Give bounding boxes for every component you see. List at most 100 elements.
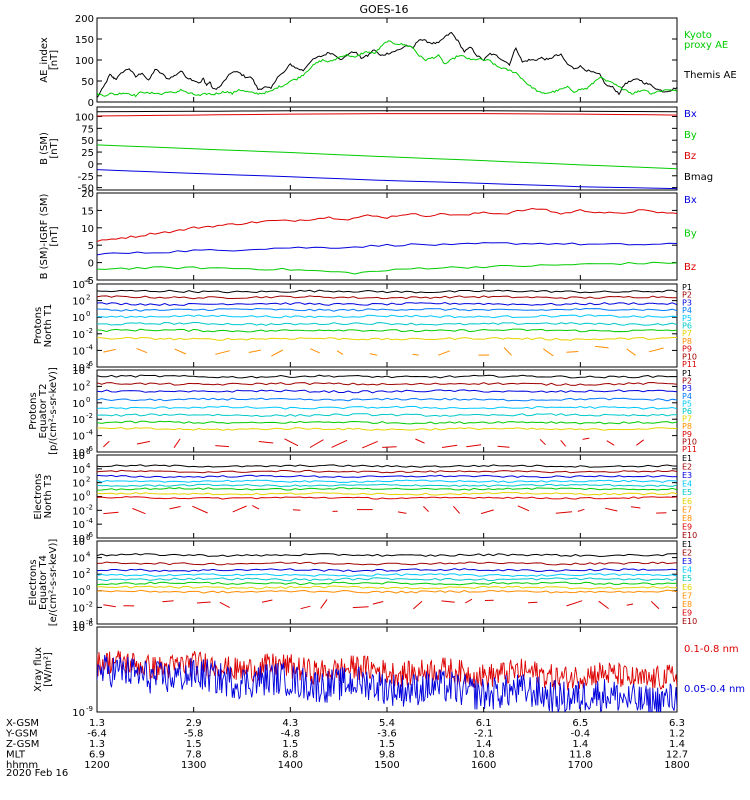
- xaxis-value: 1600: [471, 760, 496, 771]
- ytick-label: 20: [81, 189, 94, 200]
- ytick-label: 10: [72, 587, 85, 598]
- channel-line: [97, 581, 677, 586]
- legend-entry: E2: [682, 549, 692, 558]
- ytick-label: 100: [75, 56, 94, 67]
- ytick-label: 0: [88, 160, 94, 171]
- ylabel-line: B (SM): [39, 132, 50, 165]
- xaxis-value: 1.3: [89, 718, 105, 729]
- series-line: [97, 261, 677, 275]
- ytick-label: 75: [81, 124, 94, 135]
- legend-entry: Bx: [684, 195, 697, 206]
- channel-line: [97, 381, 677, 386]
- channel-line: [97, 561, 677, 566]
- sparse-segment: [103, 511, 119, 515]
- legend-entry: P11: [682, 445, 697, 454]
- sparse-segment: [413, 600, 423, 610]
- channel-line: [97, 464, 677, 468]
- ytick-exponent: 4: [86, 462, 91, 470]
- sparse-segment: [248, 349, 261, 353]
- sparse-segment: [480, 509, 494, 515]
- xaxis-value: 2.9: [186, 718, 202, 729]
- sparse-segment: [598, 600, 609, 610]
- legend-entry: 0.05-0.4 nm: [684, 684, 745, 695]
- xaxis-value: 1.3: [89, 739, 105, 750]
- sparse-segment: [169, 506, 181, 510]
- channel-line: [97, 420, 677, 425]
- panel-bdiff: -5 0 5 10 15 20 B (SM)-IGRF (SM) [nT] Bx By Bz: [39, 189, 697, 287]
- legend-entry: E5: [682, 574, 692, 583]
- channel-line: [97, 585, 677, 590]
- channel-line: [97, 426, 677, 431]
- legend-entry: E9: [682, 608, 692, 617]
- xaxis-value: 6.5: [572, 718, 588, 729]
- sparse-segment: [465, 598, 473, 604]
- sparse-segment: [136, 347, 148, 354]
- ytick-label: 10: [81, 224, 94, 235]
- legend-entry: P5: [682, 314, 692, 323]
- sparse-segment: [103, 348, 116, 353]
- ylabel-line: North T3: [43, 475, 54, 519]
- ytick-exponent: -2: [86, 412, 93, 420]
- channel-line: [97, 479, 677, 483]
- xaxis-value: 1.5: [379, 739, 395, 750]
- legend-entry: P4: [682, 392, 692, 401]
- ylabel-line: AE_index: [39, 37, 50, 83]
- sparse-segment: [503, 347, 512, 356]
- ylabel-line: [nT]: [49, 50, 60, 70]
- channel-line: [97, 496, 677, 500]
- sparse-segment: [331, 439, 348, 448]
- sparse-segment: [466, 444, 482, 448]
- sparse-segment: [577, 508, 585, 512]
- ylabel-line: Equator T2: [38, 384, 49, 439]
- ytick-label: 10: [72, 623, 85, 634]
- ytick-label: 10: [72, 537, 85, 548]
- legend-entry: E10: [682, 617, 697, 626]
- ytick-label: 100: [75, 112, 94, 123]
- sparse-segment: [174, 348, 187, 355]
- channel-line: [97, 301, 677, 306]
- legend-entry: P2: [682, 291, 692, 300]
- xaxis-row-label: X-GSM: [6, 718, 39, 729]
- series-line: [97, 40, 677, 98]
- ytick-label: 10: [72, 451, 85, 462]
- legend-entry: By: [684, 229, 697, 240]
- xaxis-value: 1.4: [476, 739, 492, 750]
- sparse-segment: [320, 599, 328, 609]
- plot-area: [97, 31, 677, 98]
- xaxis-value: 1.5: [186, 739, 202, 750]
- legend-entry: P7: [682, 329, 692, 338]
- series-line: [97, 242, 677, 256]
- ytick-label: 10: [72, 432, 85, 443]
- sparse-segment: [582, 437, 590, 440]
- legend-entry: Bz: [684, 151, 696, 162]
- ytick-label: 50: [81, 77, 94, 88]
- ytick-label: 10: [72, 366, 85, 377]
- ytick-exponent: -2: [86, 600, 93, 608]
- ytick-label: 25: [81, 148, 94, 159]
- sparse-segment: [560, 439, 567, 447]
- ytick-label: 150: [75, 35, 94, 46]
- plot-area: [97, 374, 677, 449]
- channel-line: [97, 487, 677, 491]
- legend-entry: P6: [682, 407, 692, 416]
- legend-entry: E1: [682, 540, 692, 549]
- legend-entry: E3: [682, 557, 692, 566]
- sparse-segment: [517, 505, 530, 512]
- legend-entry: Bmag: [684, 172, 713, 183]
- sparse-segment: [630, 506, 641, 509]
- sparse-segment: [292, 509, 301, 511]
- xaxis-value: 1500: [374, 760, 399, 771]
- sparse-segment: [442, 444, 458, 448]
- sparse-segment: [162, 600, 174, 603]
- ytick-exponent: 6: [86, 534, 91, 542]
- plot-area: [97, 650, 677, 712]
- xaxis-row-label: hhmm: [6, 760, 38, 771]
- sparse-segment: [382, 446, 397, 448]
- ylabel-line: Electrons: [33, 473, 44, 519]
- ytick-label: 10: [72, 520, 85, 531]
- ytick-label: 10: [72, 479, 85, 490]
- legend-entry: P10: [682, 437, 697, 446]
